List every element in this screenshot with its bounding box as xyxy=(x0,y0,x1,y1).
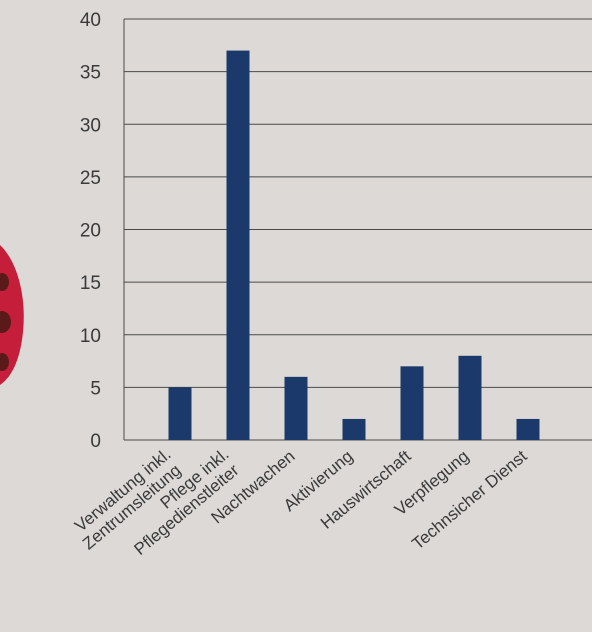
bar xyxy=(516,418,540,440)
bar xyxy=(168,387,192,440)
bar xyxy=(458,355,482,440)
y-tick-label: 25 xyxy=(80,168,101,189)
bars xyxy=(168,50,540,440)
decorative-shape xyxy=(0,245,24,385)
y-tick-label: 30 xyxy=(80,115,101,136)
y-tick-label: 35 xyxy=(80,63,101,84)
y-tick-label: 10 xyxy=(80,326,101,347)
decoration-dot xyxy=(0,353,9,371)
y-tick-label: 15 xyxy=(80,273,101,294)
y-tick-label: 20 xyxy=(80,221,101,242)
decoration-dot xyxy=(0,311,11,333)
y-tick-label: 40 xyxy=(80,10,101,31)
y-tick-label: 0 xyxy=(90,431,101,452)
bar xyxy=(226,50,250,440)
bar xyxy=(284,376,308,440)
gridlines xyxy=(124,18,592,441)
bar xyxy=(342,418,366,440)
bar xyxy=(400,366,424,440)
y-tick-label: 5 xyxy=(90,378,101,399)
decoration-dot xyxy=(0,273,9,291)
y-axis: 0 5 10 15 20 25 30 35 40 xyxy=(80,10,125,452)
